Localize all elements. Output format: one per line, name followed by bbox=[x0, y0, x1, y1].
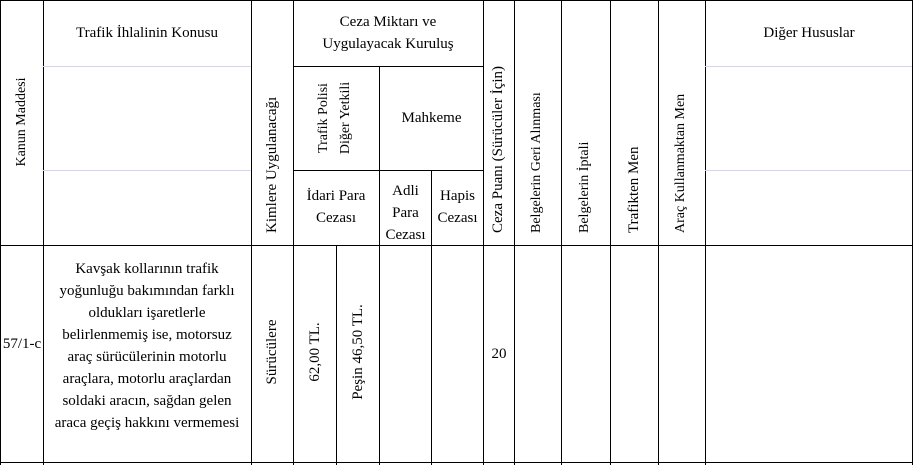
grid-line bbox=[0, 0, 1, 465]
header-ihlal-konusu: Trafik İhlalinin Konusu bbox=[76, 25, 218, 41]
grid-line bbox=[658, 0, 659, 465]
grid-line bbox=[431, 170, 432, 465]
grid-line bbox=[514, 0, 515, 465]
grid-line bbox=[705, 0, 706, 465]
header-ceza-puani: Ceza Puanı (Sürücüler İçin) bbox=[490, 65, 506, 233]
header-mahkeme: Mahkeme bbox=[401, 110, 462, 126]
header-kanun-maddesi: Kanun Maddesi bbox=[14, 77, 29, 167]
header-hapis: Hapis Cezası bbox=[437, 188, 478, 226]
grid-line bbox=[0, 0, 913, 1]
header-diger-hususlar: Diğer Hususlar bbox=[763, 25, 855, 41]
header-adli-para: Adli Para Cezası bbox=[385, 183, 426, 243]
grid-line bbox=[483, 0, 484, 465]
header-trafik-polisi: Trafik Polisi Diğer Yetkili bbox=[316, 81, 353, 155]
row-madde: 57/1-c bbox=[2, 336, 42, 352]
grid-line bbox=[0, 462, 913, 463]
grid-line bbox=[293, 170, 483, 171]
grid-line bbox=[293, 66, 483, 67]
header-belge-iptal: Belgelerin İptali bbox=[577, 141, 592, 233]
grid-line bbox=[379, 170, 380, 465]
grid-line bbox=[610, 0, 611, 465]
grid-line bbox=[336, 246, 337, 465]
grid-line bbox=[251, 0, 252, 465]
header-kimlere: Kimlere Uygulanacağı bbox=[264, 96, 280, 233]
faint-grid-line bbox=[43, 170, 251, 171]
faint-grid-line bbox=[705, 170, 912, 171]
faint-grid-line bbox=[43, 66, 251, 67]
faint-grid-line bbox=[705, 66, 912, 67]
grid-line bbox=[561, 0, 562, 465]
header-trafikten-men: Trafikten Men bbox=[626, 146, 642, 233]
header-idari-para: İdari Para Cezası bbox=[306, 188, 366, 226]
grid-line bbox=[293, 0, 294, 465]
header-arac-men: Araç Kullanmaktan Men bbox=[673, 93, 688, 233]
row-idari-para: 62,00 TL. bbox=[307, 322, 323, 382]
row-konu: Kavşak kollarının trafik yoğunluğu bakım… bbox=[54, 261, 240, 431]
row-pesin: Peşin 46,50 TL. bbox=[350, 304, 366, 400]
header-belge-geri: Belgelerin Geri Alınması bbox=[529, 92, 544, 233]
row-ceza-puani: 20 bbox=[491, 346, 507, 362]
grid-line bbox=[43, 0, 44, 465]
row-kimlere: Sürücülere bbox=[264, 319, 280, 385]
grid-line bbox=[0, 245, 913, 246]
grid-line bbox=[379, 66, 380, 170]
header-ceza-miktari: Ceza Miktarı ve Uygulayacak Kuruluş bbox=[322, 14, 454, 52]
